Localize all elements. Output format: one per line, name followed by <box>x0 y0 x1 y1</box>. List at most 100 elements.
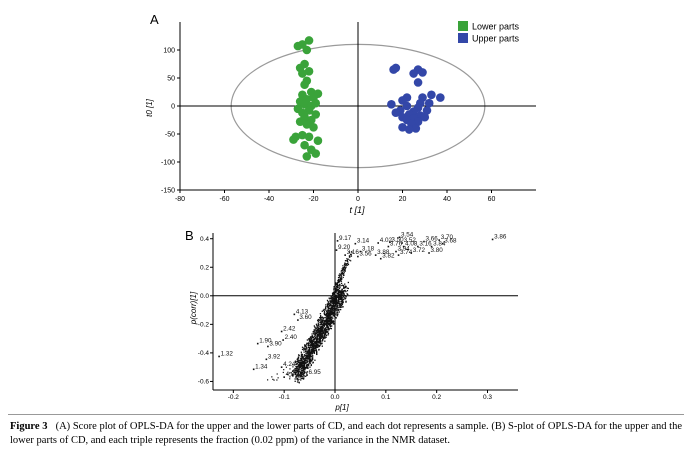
variable-point <box>329 322 331 324</box>
variable-point <box>298 364 300 367</box>
variable-point <box>294 369 296 372</box>
variable-point <box>316 327 318 329</box>
variable-point <box>339 308 342 311</box>
variable-point <box>339 306 342 309</box>
upper-parts-point <box>387 100 396 109</box>
variable-point <box>315 336 317 338</box>
variable-point <box>309 362 312 364</box>
variable-point <box>316 345 318 347</box>
variable-point <box>318 342 321 344</box>
variable-point <box>304 357 307 359</box>
variable-point <box>330 299 332 302</box>
variable-point <box>324 306 327 308</box>
variable-point <box>272 378 274 380</box>
variable-point <box>305 358 307 360</box>
variable-point <box>319 323 321 326</box>
variable-point <box>315 344 317 346</box>
variable-point <box>294 370 296 372</box>
variable-point <box>339 305 342 307</box>
variable-point <box>330 313 333 316</box>
variable-point <box>304 362 306 364</box>
variable-point <box>288 372 291 374</box>
variable-point <box>327 322 329 324</box>
variable-point <box>304 348 306 350</box>
variable-point <box>318 334 320 336</box>
variable-point <box>319 335 321 337</box>
variable-point <box>320 329 322 331</box>
variable-point <box>302 355 304 357</box>
variable-point <box>312 336 315 339</box>
variable-point <box>320 337 322 340</box>
variable-point <box>314 341 317 343</box>
variable-point <box>305 362 307 364</box>
variable-point <box>316 331 318 334</box>
variable-point <box>309 358 312 360</box>
variable-point <box>341 270 343 272</box>
variable-point <box>329 319 332 321</box>
variable-point <box>309 336 312 339</box>
variable-point <box>301 377 303 379</box>
variable-point <box>298 378 300 381</box>
variable-point <box>329 298 331 300</box>
variable-point <box>334 313 336 315</box>
annotation-label: 2.40 <box>285 334 298 341</box>
variable-point <box>341 296 343 299</box>
variable-point <box>304 361 306 363</box>
variable-point <box>334 295 336 298</box>
variable-point <box>349 251 351 253</box>
variable-point <box>312 343 314 345</box>
variable-point <box>332 296 334 298</box>
variable-point <box>317 341 319 343</box>
variable-point <box>337 302 339 304</box>
variable-point <box>305 367 308 369</box>
variable-point <box>276 373 278 375</box>
annotated-point <box>423 240 425 243</box>
variable-point <box>340 280 343 282</box>
variable-point <box>309 340 311 342</box>
y-tick-label-b: -0.2 <box>198 322 210 329</box>
variable-point <box>337 292 339 294</box>
variable-point <box>342 267 344 269</box>
variable-point <box>320 317 322 320</box>
y-tick-label-a: 50 <box>167 76 175 83</box>
variable-point <box>326 325 328 327</box>
variable-point <box>333 323 335 325</box>
variable-point <box>344 262 346 264</box>
lower-parts-point <box>302 120 312 129</box>
y-tick-label-a: -50 <box>165 132 175 139</box>
variable-point <box>295 375 298 377</box>
variable-point <box>305 357 308 359</box>
variable-point <box>306 360 308 362</box>
variable-point <box>337 296 339 299</box>
variable-point <box>306 364 308 366</box>
variable-point <box>297 379 299 382</box>
variable-point <box>300 370 302 372</box>
variable-point <box>351 251 353 254</box>
annotated-point <box>389 241 391 244</box>
variable-point <box>325 330 327 332</box>
variable-point <box>323 322 325 324</box>
variable-point <box>336 289 338 291</box>
variable-point <box>345 301 347 303</box>
variable-point <box>333 311 335 314</box>
variable-point <box>300 361 302 363</box>
variable-point <box>330 314 332 316</box>
variable-point <box>346 258 348 260</box>
variable-point <box>319 340 321 342</box>
variable-point <box>326 309 328 311</box>
variable-point <box>324 322 326 324</box>
variable-point <box>342 265 344 267</box>
variable-point <box>327 303 330 305</box>
variable-point <box>336 315 339 317</box>
variable-point <box>301 346 304 348</box>
variable-point <box>316 353 318 355</box>
variable-point <box>333 300 335 302</box>
variable-point <box>327 326 330 329</box>
variable-point <box>329 310 331 312</box>
annotation-label: 3.14 <box>357 238 370 245</box>
variable-point <box>333 308 335 310</box>
annotation-label: 4.08 <box>405 241 418 248</box>
variable-point <box>297 371 299 374</box>
variable-point <box>316 341 318 344</box>
variable-point <box>300 367 303 370</box>
